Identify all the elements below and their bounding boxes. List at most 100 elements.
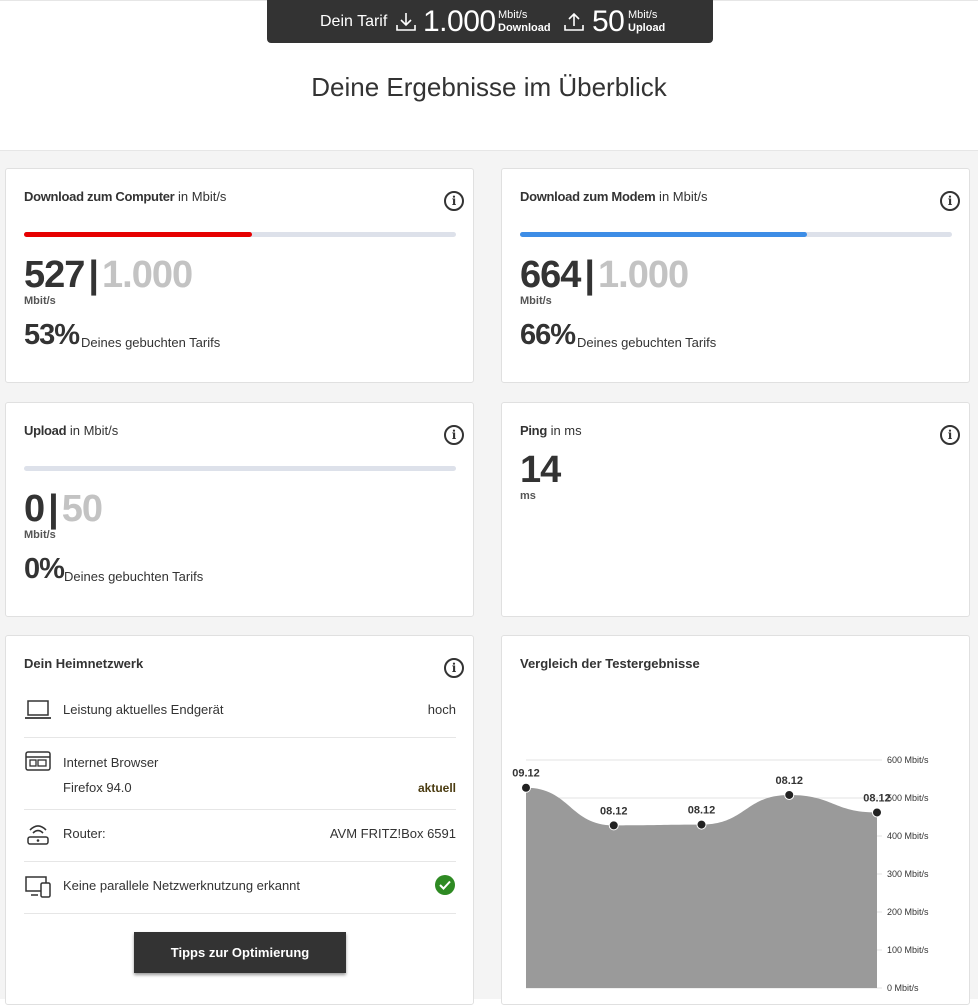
progress-bar-fill (24, 232, 252, 237)
progress-bar (24, 466, 456, 471)
percent-value: 53% (24, 319, 80, 351)
page-title: Deine Ergebnisse im Überblick (311, 72, 667, 102)
percent-text: Deines gebuchten Tarifs (64, 569, 204, 584)
percent-text: Deines gebuchten Tarifs (577, 335, 717, 350)
row-value: aktuell (417, 781, 456, 795)
upload-icon (563, 11, 585, 33)
card-title-bold: Download zum Computer (24, 189, 175, 204)
router-icon (24, 821, 52, 852)
ping-card: Ping in ms i 14 ms (501, 402, 970, 617)
row-label: Leistung aktuelles Endgerät (63, 702, 224, 717)
area-series (526, 787, 877, 988)
point-label: 08.12 (863, 792, 891, 804)
row-sublabel: Firefox 94.0 (63, 780, 132, 795)
percent-value: 66% (520, 319, 576, 351)
point-label: 08.12 (688, 805, 716, 817)
comparison-chart: 0 Mbit/s 100 Mbit/s 200 Mbit/s 300 Mbit/s 40… (512, 755, 929, 993)
speed-unit: Mbit/s (24, 295, 56, 307)
data-point (521, 782, 531, 793)
devices-icon (24, 874, 52, 905)
tarif-download-value: 1.000 (423, 5, 496, 38)
y-tick-label: 600 Mbit/s (887, 755, 929, 765)
info-icon[interactable]: i (940, 191, 960, 211)
speed-separator: | (584, 254, 595, 296)
list-item: Leistung aktuelles Endgerät hoch (24, 688, 456, 738)
ping-unit: ms (520, 490, 536, 502)
card-title: Download zum Modem in Mbit/s (520, 189, 707, 204)
tarif-label: Dein Tarif (320, 13, 388, 30)
row-label: Router: (63, 826, 106, 841)
y-tick-label: 300 Mbit/s (887, 869, 929, 879)
card-title-bold: Upload (24, 423, 67, 438)
point-label: 08.12 (600, 805, 628, 817)
tarif-upload-unit: Mbit/s Upload (628, 9, 665, 35)
data-point (784, 789, 795, 800)
card-title-unit: in Mbit/s (66, 423, 119, 438)
speed-separator: | (48, 488, 59, 530)
card-title-bold: Ping (520, 423, 547, 438)
card-title: Ping in ms (520, 423, 582, 438)
info-icon[interactable]: i (444, 191, 464, 211)
speed-current: 527 (24, 254, 85, 296)
speed-max: 50 (61, 488, 103, 530)
browser-icon (24, 749, 52, 778)
data-point (872, 807, 882, 818)
speed-value: 527 | 1.000 (24, 254, 193, 297)
tarif-download-unit-text: Mbit/s (498, 9, 528, 21)
speed-value: 664 | 1.000 (520, 254, 689, 297)
card-title: Vergleich der Testergebnisse (520, 656, 700, 671)
row-label: Keine parallele Netzwerknutzung erkannt (63, 878, 301, 893)
tarif-download-label: Download (498, 22, 551, 34)
upload-card: Upload in Mbit/s i 0 | 50 Mbit/s 0% Deines… (5, 402, 474, 617)
tips-button[interactable]: Tipps zur Optimierung (134, 932, 346, 973)
tarif-upload-value: 50 (592, 5, 625, 38)
card-title: Dein Heimnetzwerk (24, 656, 144, 671)
tarif-download-unit: Mbit/s Download (498, 9, 551, 35)
speed-value: 0 | 50 (24, 488, 103, 531)
speed-separator: | (88, 254, 99, 296)
vergleich-card: Vergleich der Testergebnisse 0 Mbit/s 100… (501, 635, 970, 1005)
card-title: Download zum Computer in Mbit/s (24, 189, 226, 204)
speed-unit: Mbit/s (24, 529, 56, 541)
progress-bar-fill (520, 232, 807, 237)
info-icon[interactable]: i (940, 425, 960, 445)
point-label: 09.12 (512, 768, 540, 780)
card-title-bold: Download zum Modem (520, 189, 656, 204)
tarif-upload-label: Upload (628, 22, 666, 34)
laptop-icon (24, 698, 52, 727)
row-label: Internet Browser (63, 755, 159, 770)
card-title-unit: in ms (546, 423, 582, 438)
y-tick-label: 400 Mbit/s (887, 831, 929, 841)
tarif-upload-unit-text: Mbit/s (628, 9, 658, 21)
data-point (608, 820, 619, 831)
info-icon[interactable]: i (444, 425, 464, 445)
card-title: Upload in Mbit/s (24, 423, 118, 438)
info-icon[interactable]: i (444, 658, 464, 678)
speed-max: 1.000 (598, 254, 689, 296)
y-tick-label: 500 Mbit/s (887, 793, 929, 803)
ping-value: 14 (520, 449, 561, 491)
tarif-banner: Dein Tarif 1.000 Mbit/s Download 50 Mbit/… (267, 0, 713, 43)
speed-unit: Mbit/s (520, 295, 552, 307)
y-tick-label: 200 Mbit/s (887, 907, 929, 917)
speed-current: 664 (520, 254, 581, 296)
y-tick-label: 0 Mbit/s (887, 983, 919, 993)
results-header: Dein Tarif 1.000 Mbit/s Download 50 Mbit/… (0, 0, 978, 151)
percent-text: Deines gebuchten Tarifs (81, 335, 221, 350)
check-icon (434, 874, 456, 899)
progress-bar (520, 232, 952, 237)
download-icon (395, 11, 417, 33)
list-item: Keine parallele Netzwerknutzung erkannt (24, 861, 456, 914)
list-item: Router: AVM FRITZ!Box 6591 (24, 809, 456, 862)
download-modem-card: Download zum Modem in Mbit/s i 664 | 1.000… (501, 168, 970, 383)
row-value: hoch (427, 702, 456, 717)
data-point (696, 819, 707, 830)
progress-bar (24, 232, 456, 237)
point-label: 08.12 (775, 775, 803, 787)
card-title-unit: in Mbit/s (655, 189, 708, 204)
card-title-unit: in Mbit/s (174, 189, 227, 204)
percent-value: 0% (24, 553, 65, 585)
download-computer-card: Download zum Computer in Mbit/s i 527 | 1.… (5, 168, 474, 383)
y-tick-label: 100 Mbit/s (887, 945, 929, 955)
row-value: AVM FRITZ!Box 6591 (329, 826, 456, 841)
